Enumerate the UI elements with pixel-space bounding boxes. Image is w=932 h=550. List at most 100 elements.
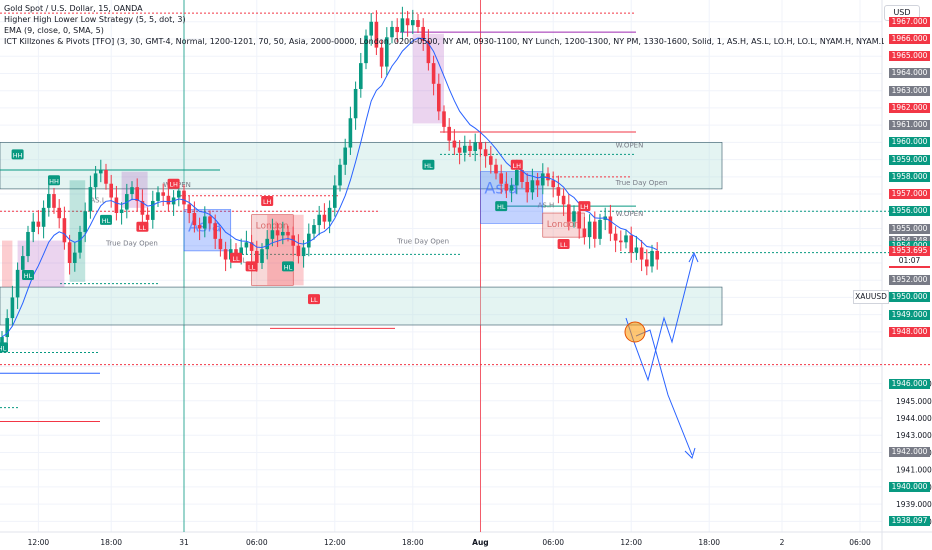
candle (307, 233, 311, 248)
candle (99, 169, 103, 174)
price-label: 1950.000 (889, 292, 930, 303)
candle (489, 156, 493, 165)
level-label: W.OPEN (616, 141, 644, 149)
candle (192, 213, 197, 226)
level-label: AS.L (90, 196, 105, 204)
price-label: 1946.000 (889, 378, 930, 389)
candle (473, 142, 477, 151)
pivot-tag (245, 261, 258, 272)
time-tick: 06:00 (246, 538, 268, 547)
price-label: 1953.695 (889, 245, 930, 256)
time-axis: 12:00 18:00 31 06:00 12:00 18:00 Aug 06:00 12:00… (28, 538, 871, 547)
pivot-tag (11, 149, 24, 160)
pivot-levels: W.OPEN True Day Open W.OPEN True Day Open Tr… (0, 12, 932, 422)
pivot-tag-text: LL (139, 224, 147, 232)
candle (104, 169, 108, 184)
price-label: 1956.000 (889, 206, 930, 217)
candle (130, 187, 134, 195)
candle (73, 252, 77, 263)
level-label: W.OPEN (616, 210, 644, 218)
candle (343, 147, 347, 165)
candle (411, 20, 415, 26)
candle (598, 219, 602, 239)
candle (333, 185, 337, 208)
pivot-tag (282, 261, 294, 272)
pivot-tag (261, 195, 274, 206)
candle (421, 26, 425, 41)
pivot-tag-text: HL (102, 217, 111, 225)
candle (57, 207, 61, 219)
pivot-tag-text: LL (248, 263, 256, 271)
indicator-hhll[interactable]: Higher High Lower Low Strategy (5, 5, do… (4, 15, 186, 24)
candle (301, 247, 306, 257)
candle (530, 180, 535, 193)
session-box (183, 209, 232, 252)
candle (67, 242, 72, 263)
time-tick: 12:00 (324, 538, 346, 547)
candle (317, 214, 321, 226)
candle (629, 235, 633, 253)
candle (551, 180, 555, 188)
candle (645, 259, 649, 267)
pivot-tag (557, 239, 570, 250)
pivot-tag-text: HL (0, 344, 7, 352)
candle (405, 18, 410, 26)
price-label: 1963.000 (889, 85, 930, 96)
candle (499, 173, 503, 184)
candle (541, 173, 545, 186)
time-tick: 06:00 (542, 538, 564, 547)
candle (447, 126, 451, 141)
pivot-tag (136, 221, 149, 232)
pivot-tag (48, 175, 60, 186)
candle (468, 145, 472, 151)
candle (270, 230, 275, 239)
candle (52, 194, 56, 208)
candle (249, 242, 254, 251)
pivot-tags: HH HH HL HL LH LL LL LH LL HL LL HL LH HL LL LH HL (0, 149, 591, 352)
price-tick: 1943.000 (896, 431, 932, 440)
price-label: 1957.000 (889, 189, 930, 200)
candle (364, 35, 368, 64)
level-label: AS.H (538, 202, 555, 210)
candle (140, 200, 145, 215)
time-tick: 2 (780, 538, 785, 547)
pivot-tag (578, 201, 591, 212)
candle (312, 225, 316, 234)
candle (78, 231, 82, 253)
candle (218, 238, 223, 250)
candle (244, 242, 249, 248)
candle (255, 250, 259, 263)
candle (400, 18, 405, 33)
candle (93, 173, 98, 188)
candle (567, 204, 571, 222)
pivot-tag-text: HH (49, 177, 59, 185)
pivot-tag (167, 178, 180, 189)
time-tick: 12:00 (620, 538, 642, 547)
candle (577, 211, 581, 229)
candle (379, 47, 384, 67)
price-label: 1964.000 (889, 68, 930, 79)
candle (145, 214, 150, 220)
indicator-killzones[interactable]: ICT Killzones & Pivots [TFO] (3, 30, GMT… (4, 37, 884, 46)
candle (31, 221, 35, 232)
candle (114, 197, 119, 214)
candle (504, 183, 509, 191)
indicator-ema[interactable]: EMA (9, close, 0, SMA, 5) (4, 26, 104, 35)
price-label: 1965.000 (889, 51, 930, 62)
candle (483, 149, 488, 157)
target-circle (624, 321, 646, 343)
candle (431, 63, 436, 84)
pivot-tag (100, 214, 112, 225)
time-tick: 18:00 (402, 538, 424, 547)
candle (437, 83, 441, 112)
candle (416, 20, 420, 27)
candle (182, 190, 186, 205)
price-label: 1955.000 (889, 223, 930, 234)
price-label: 1966.000 (889, 34, 930, 44)
candle (348, 118, 353, 148)
candle (260, 249, 264, 263)
chart-title: Gold Spot / U.S. Dollar, 15, OANDA (4, 4, 143, 13)
candle (353, 88, 358, 119)
candle-countdown: 01:07 (889, 255, 930, 266)
